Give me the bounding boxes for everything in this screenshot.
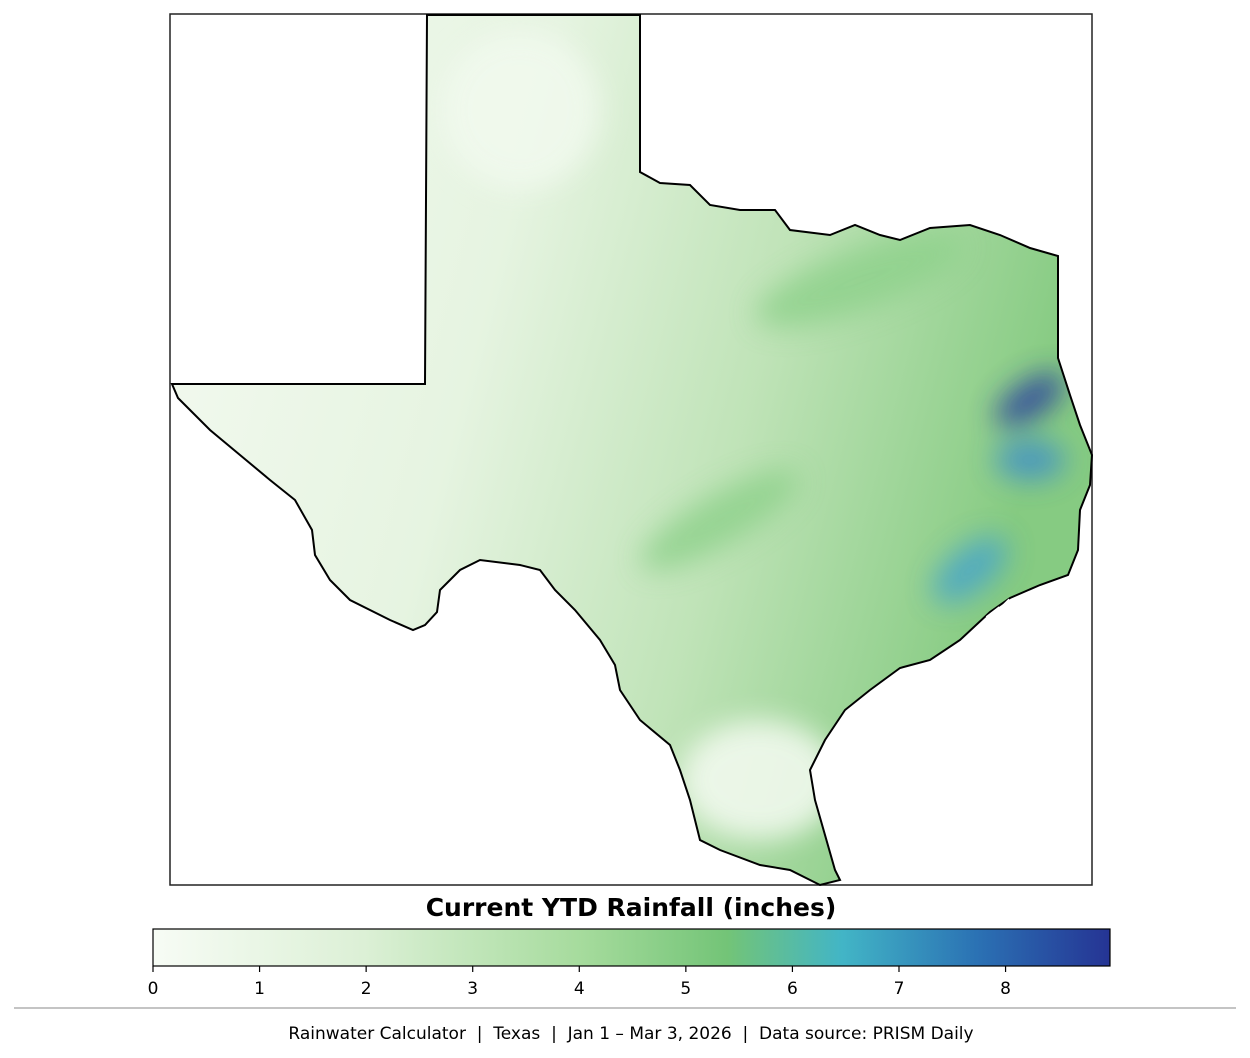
footer: Rainwater Calculator | Texas | Jan 1 – M… [288, 1024, 973, 1044]
colorbar-ticks: 0 1 2 3 4 5 6 7 8 [148, 966, 1011, 999]
colorbar-tick-label: 7 [894, 979, 905, 999]
colorbar-tick-label: 4 [574, 979, 585, 999]
colorbar-tick-label: 8 [1000, 979, 1011, 999]
colorbar-tick-label: 0 [148, 979, 159, 999]
colorbar-tick-label: 2 [361, 979, 372, 999]
colorbar-tick-label: 1 [254, 979, 265, 999]
coastal-bays [818, 598, 1012, 866]
colorbar-tick-label: 6 [787, 979, 798, 999]
colorbar [152, 928, 1111, 967]
colorbar-tick-label: 5 [680, 979, 691, 999]
colorbar-tick-label: 3 [467, 979, 478, 999]
colorbar-title: Current YTD Rainfall (inches) [426, 893, 837, 922]
